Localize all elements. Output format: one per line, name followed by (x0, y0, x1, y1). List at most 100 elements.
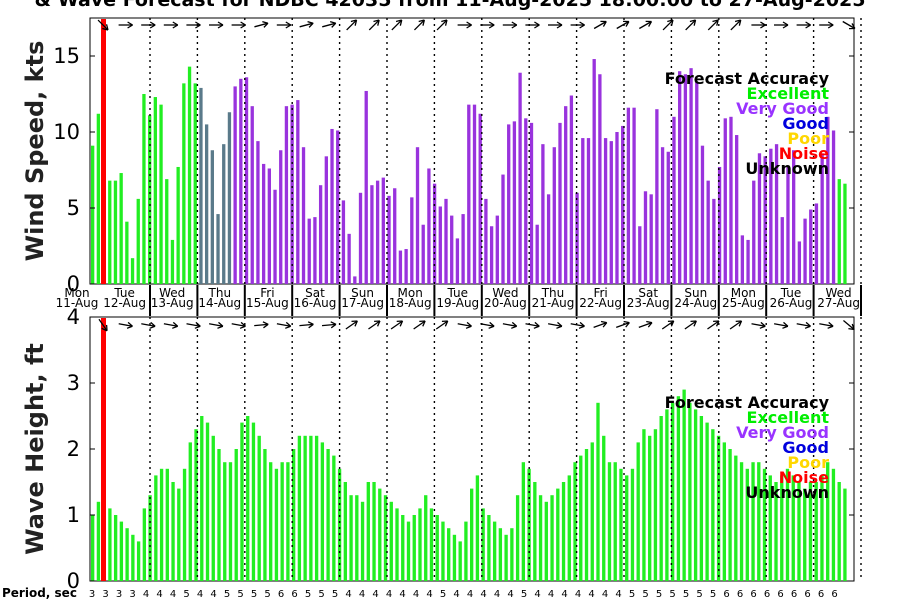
direction-arrow (345, 320, 358, 330)
bar (745, 468, 749, 581)
legend-item: Noise (779, 468, 829, 487)
bar (467, 104, 471, 284)
bar (774, 144, 779, 284)
plot-frame (89, 17, 855, 285)
date-label: 15-Aug (246, 296, 289, 310)
period-value: 5 (237, 589, 243, 600)
bar (313, 217, 317, 284)
bar (211, 435, 215, 581)
date-label: 22-Aug (579, 296, 622, 310)
bar (341, 200, 346, 284)
date-label: 26-Aug (770, 296, 813, 310)
bar (159, 104, 163, 284)
bar (441, 521, 445, 581)
bar (234, 449, 238, 581)
bar (216, 214, 220, 284)
bar (712, 198, 716, 284)
legend-item: Excellent (747, 84, 830, 103)
direction-arrow (276, 321, 292, 329)
bar (762, 468, 767, 581)
now-line (101, 19, 106, 284)
bar (222, 144, 226, 284)
bar (780, 475, 784, 581)
day-of-week-label: Fri (593, 286, 607, 300)
y-tick-label: 0 (67, 569, 80, 593)
bar (398, 250, 403, 284)
bar (136, 541, 141, 581)
direction-arrow (97, 19, 109, 31)
bar (487, 515, 491, 581)
bar (165, 468, 169, 581)
period-value: 3 (89, 589, 95, 600)
day-of-week-label: Mon (398, 286, 423, 300)
bar (655, 109, 659, 284)
bar (171, 482, 175, 581)
bar (541, 144, 545, 284)
direction-arrow (774, 21, 789, 29)
bar (535, 224, 539, 284)
bar (598, 74, 602, 285)
period-value: 4 (197, 589, 203, 600)
bar (590, 442, 594, 581)
bar (291, 449, 296, 581)
bar (636, 442, 640, 581)
direction-arrow (163, 21, 179, 29)
y-axis: 0 1 2 3 4 (67, 305, 854, 593)
bar (670, 402, 675, 581)
bar (596, 402, 600, 581)
bar (653, 429, 658, 581)
bar (389, 501, 393, 581)
direction-arrow (502, 21, 518, 29)
y-axis: 0 5 10 15 (53, 44, 854, 296)
direction-arrow (615, 320, 630, 329)
date-label: 25-Aug (722, 296, 765, 310)
bar (182, 468, 187, 581)
chart-title: & Wave Forecast for NDBC 42035 from 11-A… (35, 0, 866, 11)
bar (791, 475, 795, 581)
day-gridlines (149, 317, 862, 581)
bar (130, 258, 135, 284)
direction-arrow (570, 321, 585, 329)
date-label: 14-Aug (198, 296, 241, 310)
bar (546, 194, 551, 284)
y-tick-label: 0 (67, 272, 80, 296)
date-label: 20-Aug (484, 296, 527, 310)
bar (740, 235, 745, 284)
direction-arrow (480, 21, 495, 29)
direction-arrow (685, 19, 697, 31)
bar (786, 165, 790, 284)
bar (364, 90, 368, 285)
bar (410, 197, 414, 284)
wind-bars (91, 19, 847, 285)
bar (699, 416, 704, 581)
date-label: 17-Aug (341, 296, 384, 310)
bar (290, 104, 294, 284)
period-value: 6 (831, 589, 837, 600)
direction-arrow (231, 21, 246, 29)
bar (803, 488, 807, 581)
bar (296, 100, 300, 284)
period-value: 5 (264, 589, 270, 600)
bar (837, 482, 841, 581)
direction-arrow (661, 320, 675, 330)
day-of-week-label: Tue (780, 286, 802, 300)
bar (358, 192, 363, 284)
bar (803, 218, 807, 284)
direction-arrow (751, 321, 766, 329)
period-value: 5 (629, 589, 635, 600)
bar (642, 429, 646, 581)
bar (217, 449, 221, 581)
bar (284, 106, 289, 284)
bar (586, 138, 591, 284)
date-label: 19-Aug (436, 296, 479, 310)
direction-arrow (593, 20, 607, 30)
direction-arrow (684, 320, 697, 330)
bar (194, 429, 198, 581)
period-value: 5 (183, 589, 189, 600)
period-value: 5 (521, 589, 527, 600)
bar (602, 435, 606, 581)
bar (529, 122, 534, 284)
bar (729, 116, 733, 284)
bar (498, 528, 503, 581)
